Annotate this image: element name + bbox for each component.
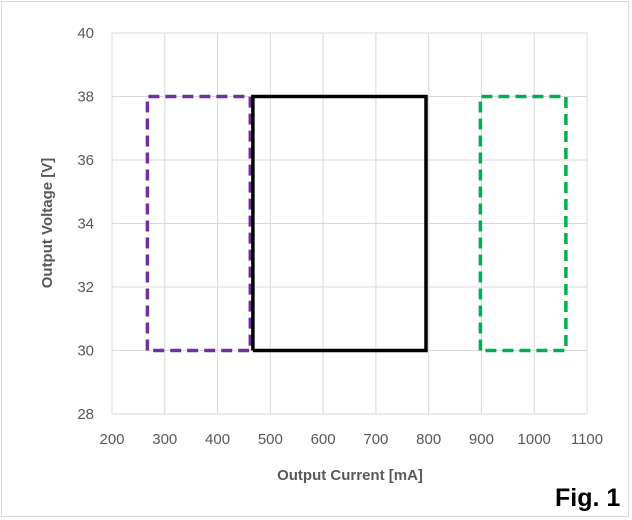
x-tick-label: 900 <box>469 431 494 448</box>
y-axis-title: Output Voltage [V] <box>39 158 56 289</box>
y-tick-label: 38 <box>77 89 94 106</box>
series-group <box>145 94 568 353</box>
tick-labels: 200 300 400 500 600 700 800 900 1000 1100 28 30 32 34… <box>77 25 603 448</box>
x-tick-label: 700 <box>363 431 388 448</box>
gridlines <box>111 32 588 415</box>
x-tick-label: 500 <box>258 431 283 448</box>
x-tick-label: 1100 <box>571 431 603 448</box>
y-tick-label: 32 <box>77 279 94 296</box>
x-tick-label: 400 <box>205 431 230 448</box>
x-tick-label: 1000 <box>518 431 551 448</box>
x-axis-title: Output Current [mA] <box>277 467 423 484</box>
x-tick-label: 300 <box>152 431 177 448</box>
y-tick-label: 40 <box>77 25 94 42</box>
series-line-2 <box>251 94 428 353</box>
figure-label: Fig. 1 <box>555 484 620 512</box>
y-tick-label: 36 <box>77 152 94 169</box>
x-tick-label: 600 <box>311 431 336 448</box>
y-tick-label: 28 <box>77 406 94 423</box>
y-tick-label: 30 <box>77 343 94 360</box>
y-tick-label: 34 <box>77 216 94 233</box>
x-tick-label: 200 <box>99 431 124 448</box>
x-tick-label: 800 <box>416 431 441 448</box>
series-line-3 <box>478 94 568 353</box>
